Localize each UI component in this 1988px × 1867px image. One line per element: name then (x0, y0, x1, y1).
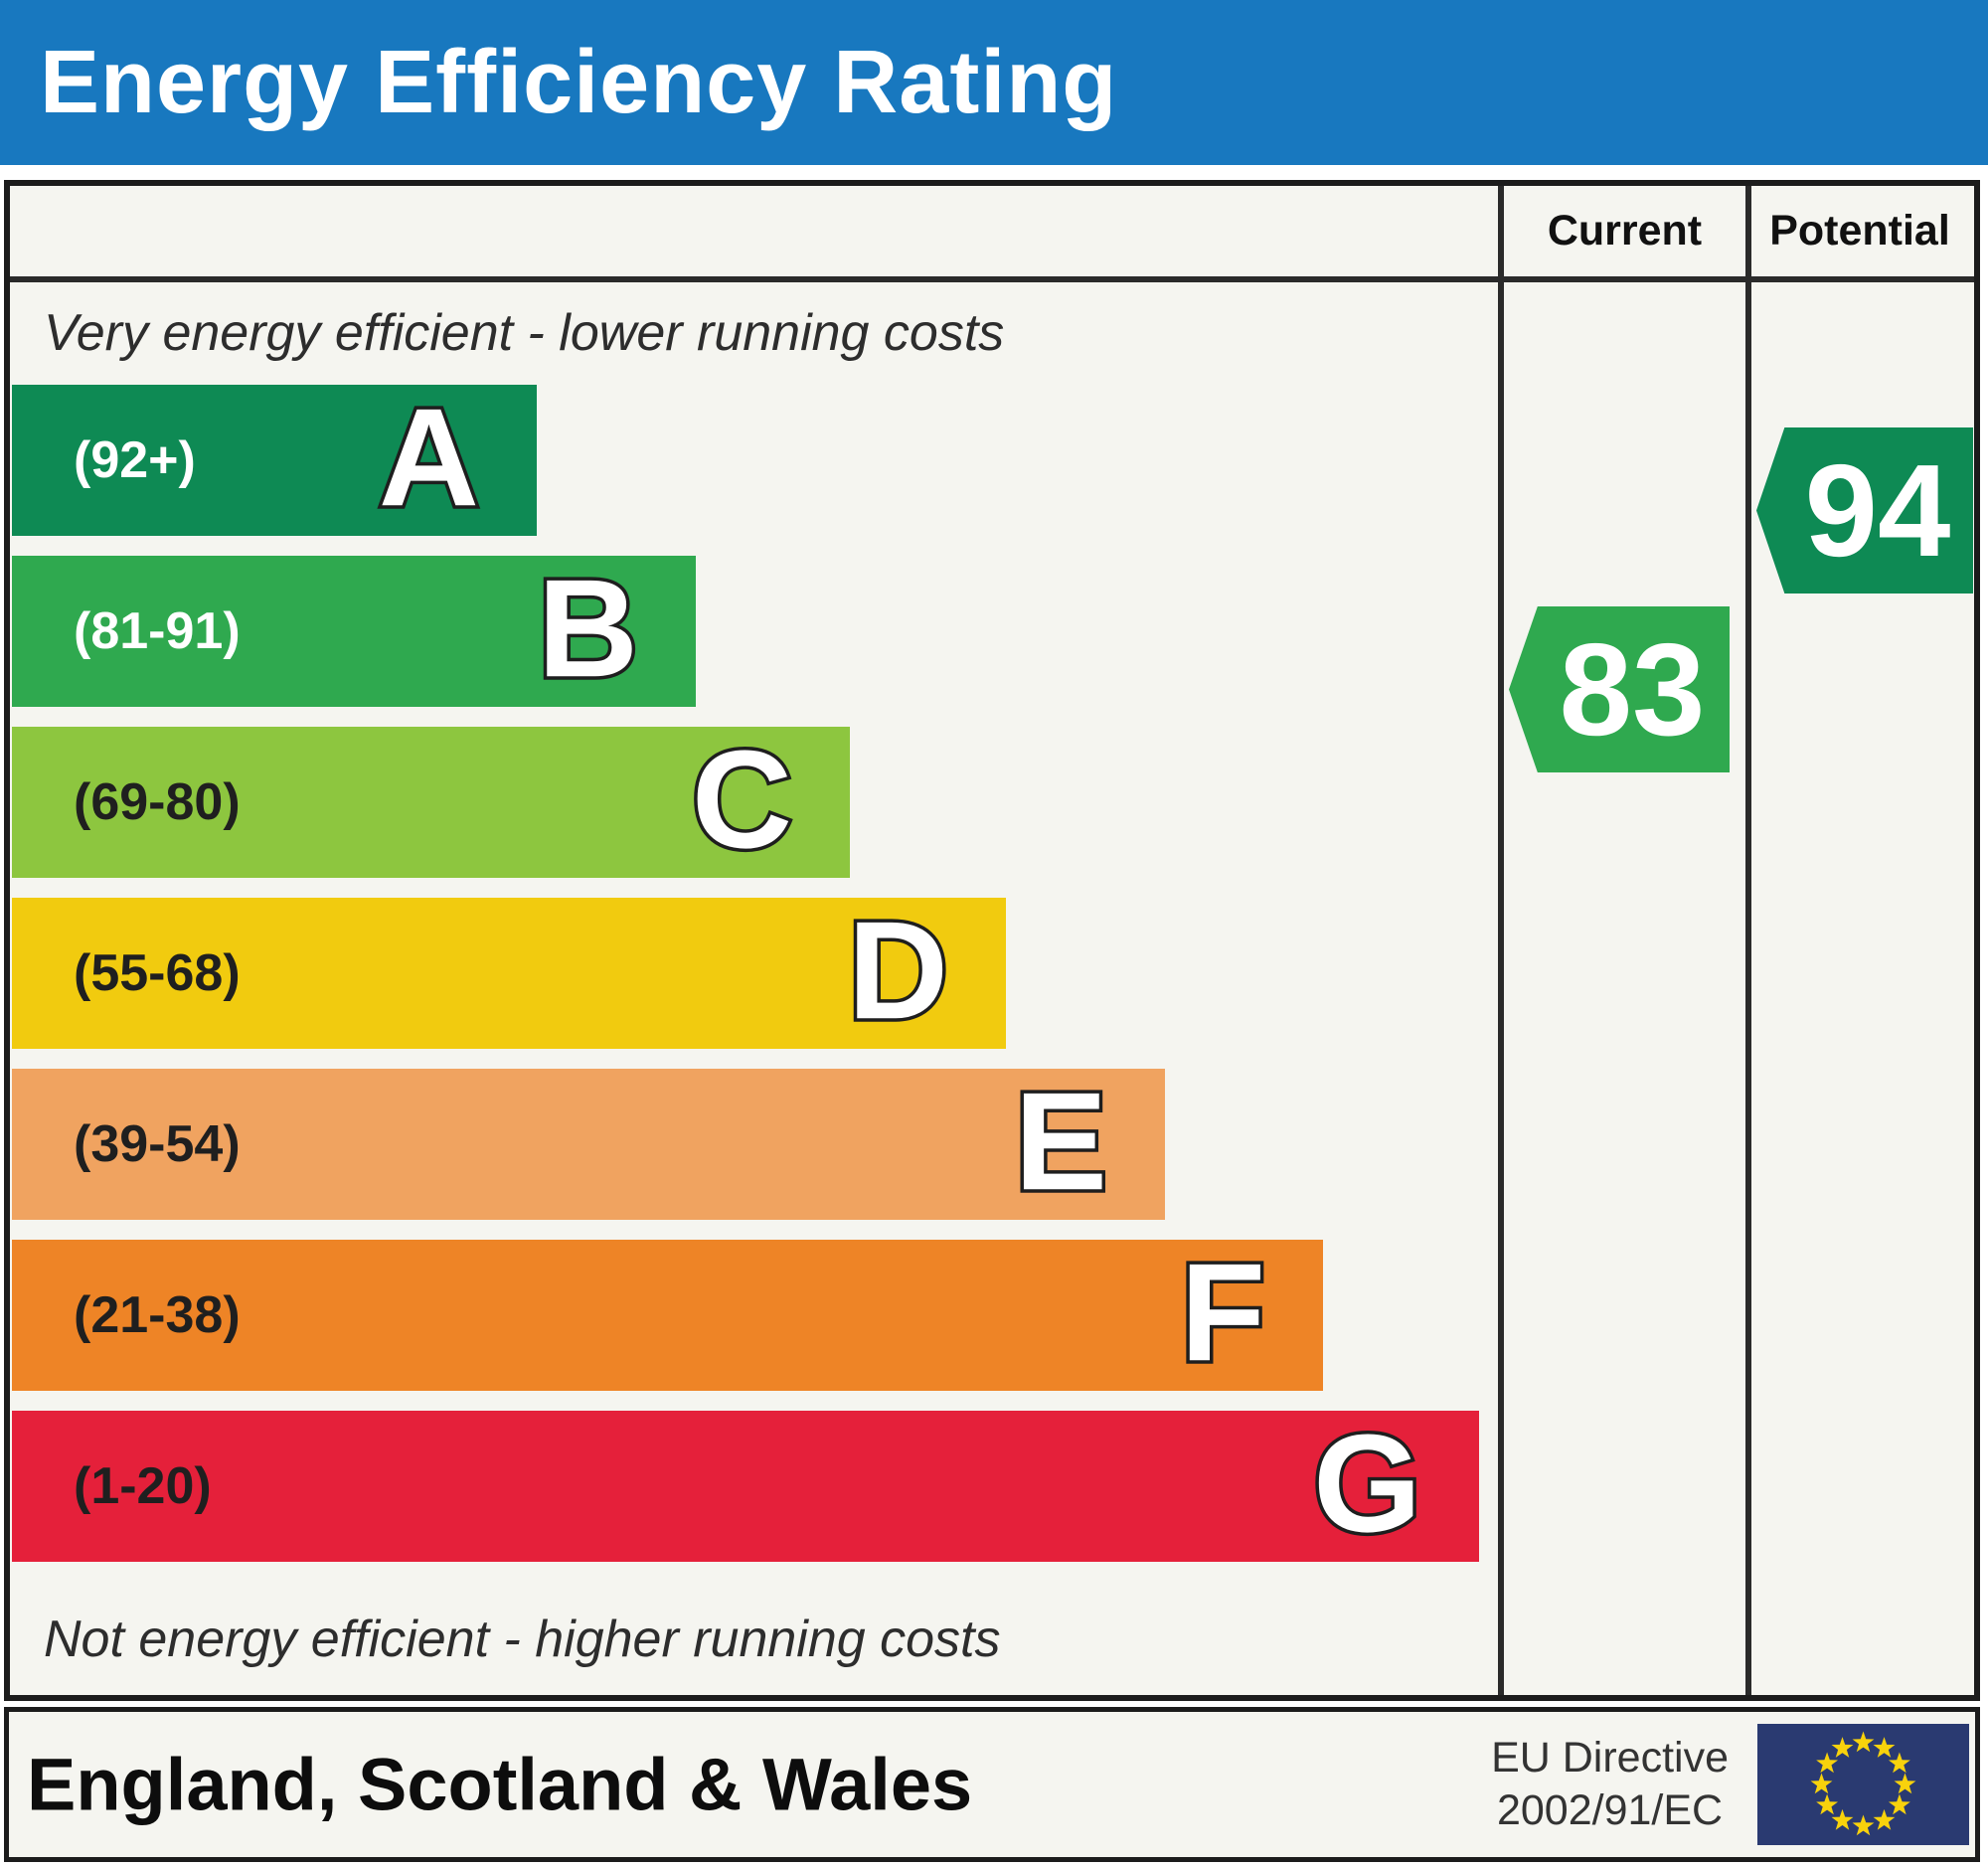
band-g: (1-20) G (12, 1405, 1479, 1562)
band-d-range-label: (55-68) (74, 944, 241, 1002)
band-d: (55-68) D (12, 892, 1006, 1049)
current-rating-value: 83 (1559, 615, 1706, 763)
band-b-letter: B (534, 550, 641, 707)
potential-column-divider (1745, 186, 1751, 1695)
column-header-potential: Potential (1769, 207, 1950, 255)
eu-directive-line1: EU Directive (1491, 1734, 1729, 1782)
caption-very-efficient: Very energy efficient - lower running co… (44, 304, 1005, 362)
band-e: (39-54) E (12, 1063, 1165, 1220)
eu-flag (1757, 1724, 1969, 1845)
band-e-letter: E (1011, 1063, 1110, 1220)
band-b: (81-91) B (12, 550, 696, 707)
region-label: England, Scotland & Wales (27, 1743, 973, 1826)
band-g-letter: G (1310, 1405, 1425, 1562)
band-c: (69-80) C (12, 721, 850, 878)
potential-rating-value: 94 (1804, 436, 1951, 584)
band-f-letter: F (1177, 1234, 1268, 1391)
band-b-range-label: (81-91) (74, 602, 241, 660)
potential-rating-arrow: 94 (1756, 427, 1973, 594)
band-a-letter: A (375, 379, 482, 536)
current-column-divider (1498, 186, 1504, 1695)
rating-table: Current Potential Very energy efficient … (4, 180, 1980, 1701)
band-d-letter: D (844, 892, 951, 1049)
band-c-range-label: (69-80) (74, 773, 241, 831)
band-e-range-label: (39-54) (74, 1115, 241, 1173)
header-row-divider (10, 276, 1974, 282)
band-f-range-label: (21-38) (74, 1286, 241, 1344)
caption-not-efficient: Not energy efficient - higher running co… (44, 1611, 1001, 1668)
band-a-range-label: (92+) (74, 431, 196, 489)
column-header-current: Current (1547, 207, 1703, 255)
eu-directive-label: EU Directive 2002/91/EC (1491, 1732, 1729, 1837)
eu-directive-line2: 2002/91/EC (1496, 1786, 1724, 1834)
page-title: Energy Efficiency Rating (40, 32, 1118, 132)
band-g-range-label: (1-20) (74, 1457, 212, 1515)
title-bar: Energy Efficiency Rating (0, 0, 1988, 165)
footer: England, Scotland & Wales EU Directive 2… (4, 1707, 1980, 1862)
current-rating-arrow: 83 (1509, 606, 1730, 772)
band-c-letter: C (688, 721, 795, 878)
band-a: (92+) A (12, 379, 537, 536)
band-f: (21-38) F (12, 1234, 1323, 1391)
